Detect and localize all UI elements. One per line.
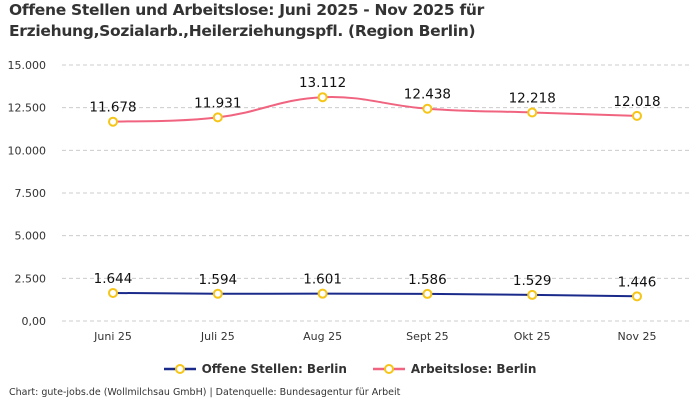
data-point bbox=[317, 288, 328, 299]
series-line bbox=[112, 291, 638, 298]
legend-label: Offene Stellen: Berlin bbox=[201, 362, 347, 376]
y-tick-label: 5.000 bbox=[15, 230, 47, 243]
data-point bbox=[317, 92, 328, 103]
data-point bbox=[527, 289, 538, 300]
data-point bbox=[212, 288, 223, 299]
data-label: 11.931 bbox=[194, 95, 241, 111]
data-label: 1.601 bbox=[303, 272, 342, 288]
legend-label: Arbeitslose: Berlin bbox=[410, 362, 537, 376]
data-point bbox=[632, 291, 642, 302]
y-tick-label: 0,00 bbox=[22, 315, 47, 328]
x-tick-label: Sept 25 bbox=[406, 330, 449, 343]
x-tick-label: Okt 25 bbox=[514, 330, 551, 343]
x-tick-label: Juli 25 bbox=[200, 330, 235, 343]
source-note: Chart: gute-jobs.de (Wollmilchsau GmbH) … bbox=[9, 387, 401, 398]
data-label: 12.018 bbox=[613, 94, 660, 110]
data-point bbox=[108, 287, 118, 298]
data-point bbox=[527, 107, 538, 118]
x-tick-label: Nov 25 bbox=[618, 330, 657, 343]
data-label: 12.218 bbox=[509, 90, 556, 106]
data-label: 1.644 bbox=[94, 271, 133, 287]
x-tick-label: Juni 25 bbox=[93, 330, 132, 343]
data-label: 1.594 bbox=[198, 272, 237, 288]
y-tick-label: 15.000 bbox=[8, 59, 47, 72]
data-label: 1.529 bbox=[513, 273, 552, 289]
x-tick-label: Aug 25 bbox=[303, 330, 342, 343]
legend-line-marker-icon bbox=[372, 364, 405, 374]
y-tick-label: 2.500 bbox=[15, 272, 47, 285]
legend: Offene Stellen: Berlin Arbeitslose: Berl… bbox=[0, 362, 700, 376]
data-point bbox=[212, 112, 223, 123]
chart-title: Offene Stellen und Arbeitslose: Juni 202… bbox=[9, 1, 485, 40]
data-point bbox=[108, 116, 118, 127]
series-line bbox=[112, 96, 638, 123]
legend-line-marker-icon bbox=[163, 364, 196, 374]
y-tick-label: 7.500 bbox=[15, 187, 47, 200]
y-tick-label: 12.500 bbox=[8, 102, 47, 115]
data-label: 13.112 bbox=[299, 75, 346, 91]
data-label: 1.446 bbox=[618, 274, 657, 290]
legend-item-offene-stellen[interactable]: Offene Stellen: Berlin bbox=[163, 362, 347, 376]
data-point bbox=[632, 110, 642, 121]
data-label: 12.438 bbox=[404, 87, 451, 103]
data-label: 11.678 bbox=[89, 100, 136, 116]
y-tick-label: 10.000 bbox=[8, 144, 47, 157]
data-point bbox=[422, 103, 433, 114]
legend-item-arbeitslose[interactable]: Arbeitslose: Berlin bbox=[372, 362, 537, 376]
data-point bbox=[422, 288, 433, 299]
data-label: 1.586 bbox=[408, 272, 447, 288]
